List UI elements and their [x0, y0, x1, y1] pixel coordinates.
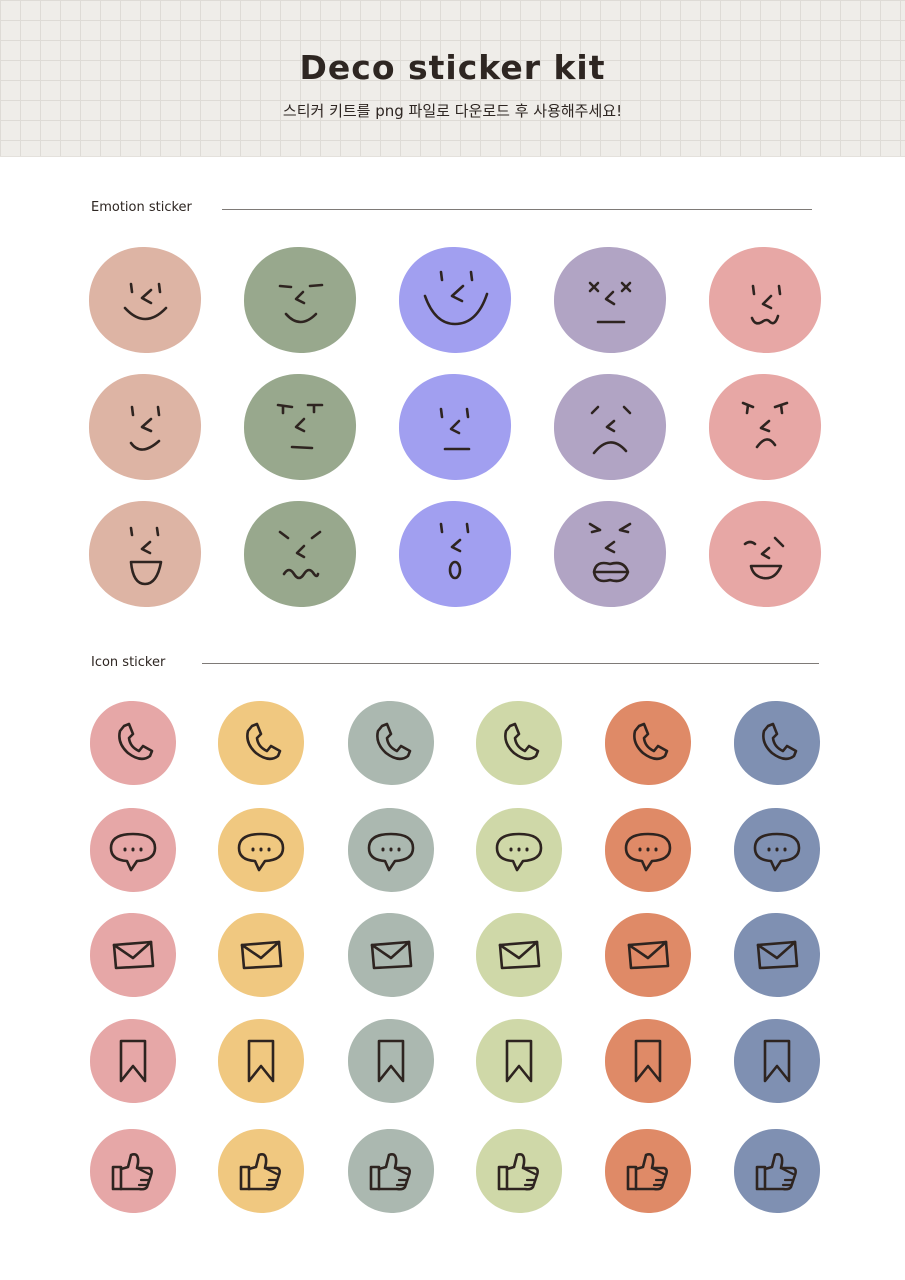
emotion-section-divider [222, 209, 812, 210]
emotion-sticker-upset [708, 373, 822, 481]
bookmark-icon [119, 1039, 147, 1083]
envelope-sticker-1 [89, 912, 177, 998]
phone-sticker-3 [347, 700, 435, 786]
bookmark-icon [505, 1039, 533, 1083]
bookmark-icon [634, 1039, 662, 1083]
phone-sticker-6 [733, 700, 821, 786]
bookmark-sticker-5 [604, 1018, 692, 1104]
envelope-icon [627, 940, 670, 970]
phone-icon [376, 722, 412, 761]
phone-icon [504, 722, 540, 761]
speech-bubble-sticker-1 [89, 807, 177, 893]
speech-bubble-icon [624, 832, 672, 872]
envelope-sticker-6 [733, 912, 821, 998]
speech-bubble-sticker-4 [475, 807, 563, 893]
phone-icon [633, 722, 669, 761]
thumbs-up-icon [755, 1153, 797, 1191]
emotion-sticker-open-smile [88, 500, 202, 608]
speech-bubble-icon [109, 832, 157, 872]
bookmark-sticker-6 [733, 1018, 821, 1104]
envelope-icon [756, 940, 799, 970]
speech-bubble-sticker-6 [733, 807, 821, 893]
emotion-sticker-surprised [398, 500, 512, 608]
thumbs-up-icon [497, 1153, 539, 1191]
page-subtitle: 스티커 키트를 png 파일로 다운로드 후 사용해주세요! [282, 102, 623, 120]
bookmark-sticker-4 [475, 1018, 563, 1104]
thumbs-up-sticker-2 [217, 1128, 305, 1214]
speech-bubble-sticker-5 [604, 807, 692, 893]
envelope-icon [240, 940, 283, 970]
emotion-sticker-neutral [398, 373, 512, 481]
emotion-sticker-smile [88, 246, 202, 354]
icon-section-divider [202, 663, 819, 664]
emotion-section-label: Emotion sticker [91, 200, 192, 215]
speech-bubble-icon [237, 832, 285, 872]
icon-section-label: Icon sticker [91, 655, 166, 670]
thumbs-up-sticker-5 [604, 1128, 692, 1214]
emotion-sticker-angry [553, 500, 667, 608]
envelope-sticker-3 [347, 912, 435, 998]
bookmark-icon [247, 1039, 275, 1083]
emotion-sticker-smirk [88, 373, 202, 481]
thumbs-up-icon [111, 1153, 153, 1191]
bookmark-icon [763, 1039, 791, 1083]
phone-sticker-2 [217, 700, 305, 786]
emotion-sticker-skeptical [243, 373, 357, 481]
speech-bubble-icon [753, 832, 801, 872]
envelope-sticker-2 [217, 912, 305, 998]
emotion-sticker-wavy-frown [243, 500, 357, 608]
speech-bubble-sticker-3 [347, 807, 435, 893]
thumbs-up-sticker-3 [347, 1128, 435, 1214]
emotion-sticker-content [243, 246, 357, 354]
bookmark-sticker-2 [217, 1018, 305, 1104]
bookmark-icon [377, 1039, 405, 1083]
envelope-icon [498, 940, 541, 970]
thumbs-up-sticker-1 [89, 1128, 177, 1214]
phone-icon [762, 722, 798, 761]
emotion-sticker-cat-mouth [708, 246, 822, 354]
page-title: Deco sticker kit [299, 48, 606, 87]
thumbs-up-sticker-4 [475, 1128, 563, 1214]
envelope-sticker-5 [604, 912, 692, 998]
thumbs-up-icon [239, 1153, 281, 1191]
emotion-sticker-pleased [708, 500, 822, 608]
envelope-icon [112, 940, 155, 970]
emotion-sticker-dizzy [553, 246, 667, 354]
thumbs-up-icon [369, 1153, 411, 1191]
phone-sticker-5 [604, 700, 692, 786]
phone-icon [118, 722, 154, 761]
envelope-sticker-4 [475, 912, 563, 998]
emotion-sticker-big-grin [398, 246, 512, 354]
speech-bubble-sticker-2 [217, 807, 305, 893]
speech-bubble-icon [495, 832, 543, 872]
envelope-icon [370, 940, 413, 970]
emotion-sticker-sad [553, 373, 667, 481]
thumbs-up-sticker-6 [733, 1128, 821, 1214]
bookmark-sticker-1 [89, 1018, 177, 1104]
phone-sticker-1 [89, 700, 177, 786]
phone-icon [246, 722, 282, 761]
phone-sticker-4 [475, 700, 563, 786]
bookmark-sticker-3 [347, 1018, 435, 1104]
header-banner: Deco sticker kit 스티커 키트를 png 파일로 다운로드 후 … [0, 0, 905, 157]
speech-bubble-icon [367, 832, 415, 872]
thumbs-up-icon [626, 1153, 668, 1191]
